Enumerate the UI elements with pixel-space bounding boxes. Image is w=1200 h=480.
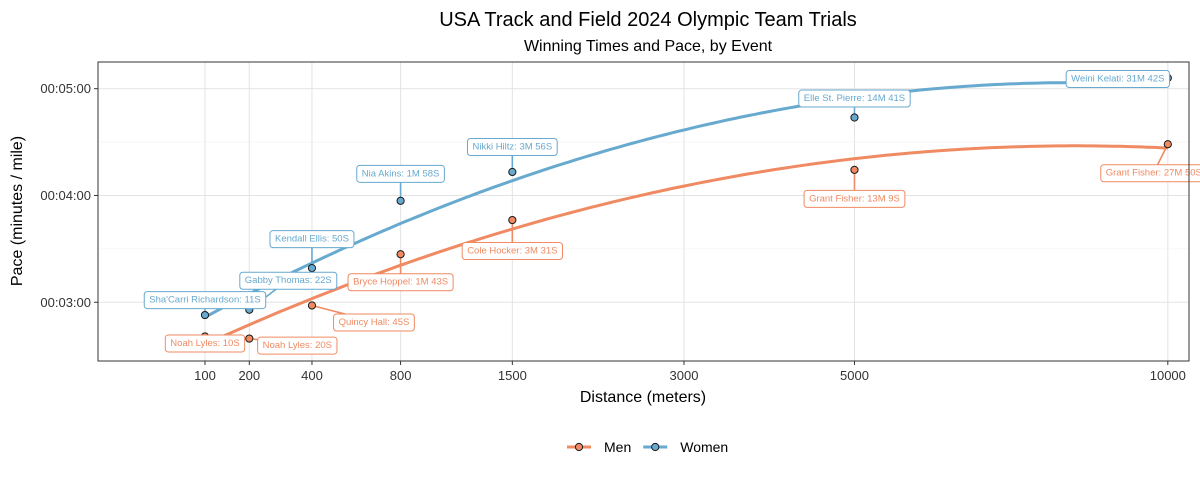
- x-axis-ticks: 100 200 400 800 1500 3000 5000 10000: [194, 361, 1186, 383]
- data-label: Kendall Ellis: 50S: [275, 234, 349, 245]
- data-label: Weini Kelati: 31M 42S: [1071, 74, 1164, 85]
- data-label: Grant Fisher: 27M 50S: [1106, 168, 1200, 179]
- data-label: Nikki Hiltz: 3M 56S: [472, 141, 552, 152]
- legend-key-point: [574, 442, 584, 452]
- x-tick-label: 200: [238, 368, 260, 383]
- data-point: [307, 301, 317, 310]
- x-tick-label: 3000: [670, 368, 699, 383]
- y-axis-ticks: 00:03:00 00:04:00 00:05:00: [40, 81, 98, 310]
- chart-subtitle: Winning Times and Pace, by Event: [524, 38, 773, 55]
- y-tick-label: 00:03:00: [40, 295, 91, 310]
- data-label-box: [466, 137, 558, 156]
- legend: Men Women: [567, 439, 728, 455]
- legend-label: Women: [680, 439, 728, 455]
- x-tick-label: 5000: [840, 368, 869, 383]
- data-label-box: [269, 230, 355, 249]
- data-label-box: [798, 89, 911, 108]
- y-tick-label: 00:04:00: [40, 188, 91, 203]
- data-point: [508, 215, 517, 225]
- data-label-box: [143, 291, 267, 310]
- data-label: Noah Lyles: 20S: [263, 340, 332, 351]
- data-point: [396, 250, 405, 259]
- data-point: [307, 263, 317, 273]
- x-axis-title: Distance (meters): [580, 389, 706, 406]
- data-label-box: [1100, 164, 1200, 183]
- data-label: Quincy Hall: 45S: [339, 317, 410, 328]
- legend-key-point: [651, 442, 660, 452]
- data-label: Nia Akins: 1M 58S: [362, 168, 440, 179]
- data-label: Gabby Thomas: 22S: [245, 275, 332, 286]
- data-label: Grant Fisher: 13M 9S: [809, 193, 900, 204]
- x-tick-label: 1500: [498, 368, 527, 383]
- data-label-box: [356, 164, 445, 183]
- data-point: [1163, 140, 1172, 149]
- plot-border: [97, 61, 1190, 362]
- trend-line-women: [204, 81, 1168, 319]
- data-label-box: [347, 273, 454, 292]
- data-label-box: [164, 334, 246, 353]
- data-label-box: [257, 336, 338, 355]
- data-point: [508, 167, 517, 177]
- data-label-box: [333, 313, 415, 332]
- data-point: [200, 310, 210, 320]
- plot-panel: [98, 62, 1189, 361]
- x-tick-label: 100: [194, 368, 216, 383]
- chart-title: USA Track and Field 2024 Olympic Team Tr…: [439, 9, 857, 31]
- data-point: [396, 196, 405, 205]
- data-label-box: [239, 271, 338, 290]
- data-label-box: [1065, 70, 1170, 89]
- y-tick-label: 00:05:00: [40, 81, 91, 96]
- data-point: [850, 165, 859, 174]
- data-point: [850, 113, 859, 122]
- y-axis-title: Pace (minutes / mile): [9, 136, 26, 286]
- x-tick-label: 800: [390, 368, 412, 383]
- data-label-box: [461, 242, 563, 261]
- data-labels: Noah Lyles: 10S Noah Lyles: 20S Quincy Hal…: [143, 70, 1200, 355]
- data-label: Elle St. Pierre: 14M 41S: [804, 93, 905, 104]
- data-label: Sha'Carri Richardson: 11S: [149, 295, 260, 306]
- x-tick-label: 10000: [1150, 368, 1186, 383]
- data-point: [245, 334, 254, 343]
- x-tick-label: 400: [301, 368, 323, 383]
- legend-label: Men: [604, 439, 631, 455]
- data-label-box: [803, 189, 906, 208]
- data-label: Bryce Hoppel: 1M 43S: [353, 277, 448, 288]
- data-label: Noah Lyles: 10S: [170, 338, 239, 349]
- data-label: Cole Hocker: 3M 31S: [467, 246, 557, 257]
